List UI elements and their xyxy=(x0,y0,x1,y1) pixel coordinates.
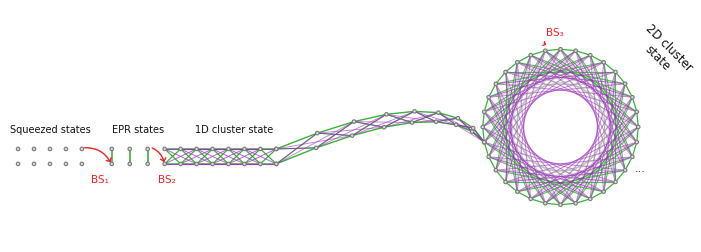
Circle shape xyxy=(574,50,578,53)
Circle shape xyxy=(64,148,68,151)
Circle shape xyxy=(64,163,68,166)
Circle shape xyxy=(226,148,230,151)
Circle shape xyxy=(275,163,278,166)
Circle shape xyxy=(211,148,215,151)
Circle shape xyxy=(574,202,578,205)
Circle shape xyxy=(32,148,36,151)
Text: BS₂: BS₂ xyxy=(158,174,175,184)
Circle shape xyxy=(454,123,458,127)
Circle shape xyxy=(494,83,498,86)
Circle shape xyxy=(410,121,414,125)
Circle shape xyxy=(623,83,627,86)
Circle shape xyxy=(163,163,166,166)
Circle shape xyxy=(456,117,460,120)
Circle shape xyxy=(482,141,486,144)
Circle shape xyxy=(315,132,319,135)
Circle shape xyxy=(635,111,639,114)
Circle shape xyxy=(413,110,416,114)
Circle shape xyxy=(470,130,474,134)
Circle shape xyxy=(504,71,508,74)
Text: EPR states: EPR states xyxy=(111,124,164,134)
Circle shape xyxy=(602,190,606,194)
Circle shape xyxy=(315,146,318,150)
Circle shape xyxy=(623,169,627,172)
Circle shape xyxy=(48,148,52,151)
Circle shape xyxy=(543,202,547,205)
Circle shape xyxy=(504,180,508,184)
Circle shape xyxy=(275,148,278,151)
Circle shape xyxy=(80,163,83,166)
Circle shape xyxy=(48,163,52,166)
Circle shape xyxy=(110,163,114,166)
Text: ...: ... xyxy=(635,163,646,173)
Circle shape xyxy=(163,148,166,151)
Circle shape xyxy=(259,163,262,166)
Circle shape xyxy=(602,61,606,65)
Text: BS₁: BS₁ xyxy=(91,174,109,184)
Circle shape xyxy=(515,190,519,194)
Circle shape xyxy=(259,148,262,151)
Circle shape xyxy=(487,96,491,100)
Circle shape xyxy=(243,163,246,166)
Circle shape xyxy=(128,148,132,151)
Circle shape xyxy=(529,54,533,58)
Text: 2D cluster
state: 2D cluster state xyxy=(632,22,695,84)
Circle shape xyxy=(559,48,562,52)
Circle shape xyxy=(179,148,182,151)
Circle shape xyxy=(589,54,592,58)
Text: 1D cluster state: 1D cluster state xyxy=(196,124,273,134)
Circle shape xyxy=(350,134,354,138)
Circle shape xyxy=(559,203,562,207)
Circle shape xyxy=(637,126,640,129)
Circle shape xyxy=(635,141,639,144)
Circle shape xyxy=(226,163,230,166)
Circle shape xyxy=(32,163,36,166)
Circle shape xyxy=(275,148,278,151)
Circle shape xyxy=(481,126,484,129)
Circle shape xyxy=(80,148,83,151)
Circle shape xyxy=(482,141,486,144)
Circle shape xyxy=(631,155,634,159)
Circle shape xyxy=(275,163,278,166)
Circle shape xyxy=(382,126,386,130)
Circle shape xyxy=(631,96,634,100)
Circle shape xyxy=(195,163,198,166)
Circle shape xyxy=(179,163,182,166)
Circle shape xyxy=(515,61,519,65)
Circle shape xyxy=(110,148,114,151)
Circle shape xyxy=(146,148,149,151)
Circle shape xyxy=(482,141,486,144)
Circle shape xyxy=(614,71,618,74)
Circle shape xyxy=(494,169,498,172)
Circle shape xyxy=(195,148,198,151)
Circle shape xyxy=(385,113,388,117)
Circle shape xyxy=(487,155,491,159)
Circle shape xyxy=(589,197,592,201)
Circle shape xyxy=(482,111,486,114)
Circle shape xyxy=(614,180,618,184)
Text: Squeezed states: Squeezed states xyxy=(10,124,90,134)
Circle shape xyxy=(128,163,132,166)
Circle shape xyxy=(146,163,149,166)
Circle shape xyxy=(16,148,20,151)
Circle shape xyxy=(543,50,547,53)
Circle shape xyxy=(211,163,215,166)
Circle shape xyxy=(529,197,533,201)
Text: BS₃: BS₃ xyxy=(546,28,564,38)
Circle shape xyxy=(437,111,440,115)
Circle shape xyxy=(435,120,438,124)
Circle shape xyxy=(243,148,246,151)
Circle shape xyxy=(353,120,355,124)
Circle shape xyxy=(472,127,475,130)
Circle shape xyxy=(16,163,20,166)
